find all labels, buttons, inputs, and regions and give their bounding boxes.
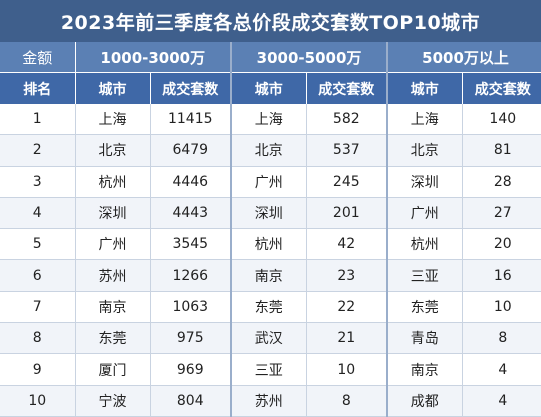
count-cell: 4 — [462, 385, 541, 417]
table-row: 1 上海 11415 上海 582 上海 140 — [0, 104, 541, 136]
count-cell: 10 — [306, 353, 389, 386]
ranking-table: 金额 1000-3000万 3000-5000万 5000万以上 排名 城市 成… — [0, 42, 541, 417]
band-label: 金额 — [0, 42, 76, 73]
count-cell: 28 — [462, 166, 541, 198]
count-cell: 4443 — [150, 197, 233, 230]
city-cell: 苏州 — [75, 259, 151, 292]
count-cell: 969 — [150, 353, 233, 386]
table-row: 4 深圳 4443 深圳 201 广州 27 — [0, 197, 541, 230]
rank-cell: 5 — [0, 228, 76, 261]
rank-cell: 6 — [0, 259, 76, 292]
city-cell: 北京 — [75, 134, 151, 167]
band-1000-3000: 1000-3000万 — [75, 42, 233, 73]
count-cell: 27 — [462, 197, 541, 230]
rank-cell: 1 — [0, 104, 76, 136]
column-header-count: 成交套数 — [150, 72, 233, 104]
city-cell: 苏州 — [231, 385, 307, 417]
count-cell: 4446 — [150, 166, 233, 198]
city-cell: 南京 — [75, 291, 151, 324]
rank-cell: 8 — [0, 322, 76, 355]
table-row: 5 广州 3545 杭州 42 杭州 20 — [0, 228, 541, 261]
city-cell: 广州 — [387, 197, 463, 230]
city-cell: 武汉 — [231, 322, 307, 355]
city-cell: 深圳 — [231, 197, 307, 230]
column-header-count: 成交套数 — [306, 72, 389, 104]
count-cell: 4 — [462, 353, 541, 386]
count-cell: 11415 — [150, 104, 233, 136]
count-cell: 16 — [462, 259, 541, 292]
rank-cell: 9 — [0, 353, 76, 386]
count-cell: 1266 — [150, 259, 233, 292]
rank-cell: 10 — [0, 385, 76, 417]
city-cell: 深圳 — [75, 197, 151, 230]
column-header-row: 排名 城市 成交套数 城市 成交套数 城市 成交套数 — [0, 72, 541, 104]
rank-cell: 7 — [0, 291, 76, 324]
table-row: 2 北京 6479 北京 537 北京 81 — [0, 134, 541, 167]
city-cell: 杭州 — [75, 166, 151, 198]
city-cell: 北京 — [387, 134, 463, 167]
city-cell: 杭州 — [231, 228, 307, 261]
count-cell: 975 — [150, 322, 233, 355]
band-5000-plus: 5000万以上 — [387, 42, 541, 73]
city-cell: 宁波 — [75, 385, 151, 417]
count-cell: 20 — [462, 228, 541, 261]
city-cell: 上海 — [387, 104, 463, 136]
city-cell: 东莞 — [387, 291, 463, 324]
city-cell: 杭州 — [387, 228, 463, 261]
count-cell: 42 — [306, 228, 389, 261]
table-row: 6 苏州 1266 南京 23 三亚 16 — [0, 259, 541, 292]
count-cell: 8 — [462, 322, 541, 355]
column-header-rank: 排名 — [0, 72, 76, 104]
band-3000-5000: 3000-5000万 — [231, 42, 389, 73]
rank-cell: 3 — [0, 166, 76, 198]
city-cell: 厦门 — [75, 353, 151, 386]
column-header-city: 城市 — [75, 72, 151, 104]
city-cell: 广州 — [231, 166, 307, 198]
table-row: 10 宁波 804 苏州 8 成都 4 — [0, 385, 541, 417]
city-cell: 东莞 — [231, 291, 307, 324]
rank-cell: 2 — [0, 134, 76, 167]
city-cell: 广州 — [75, 228, 151, 261]
table-row: 9 厦门 969 三亚 10 南京 4 — [0, 353, 541, 386]
table-row: 3 杭州 4446 广州 245 深圳 28 — [0, 166, 541, 198]
count-cell: 10 — [462, 291, 541, 324]
count-cell: 8 — [306, 385, 389, 417]
count-cell: 804 — [150, 385, 233, 417]
column-header-city: 城市 — [387, 72, 463, 104]
table-row: 7 南京 1063 东莞 22 东莞 10 — [0, 291, 541, 324]
city-cell: 南京 — [387, 353, 463, 386]
city-cell: 上海 — [231, 104, 307, 136]
rank-cell: 4 — [0, 197, 76, 230]
count-cell: 81 — [462, 134, 541, 167]
city-cell: 三亚 — [387, 259, 463, 292]
city-cell: 三亚 — [231, 353, 307, 386]
count-cell: 3545 — [150, 228, 233, 261]
column-header-count: 成交套数 — [462, 72, 541, 104]
city-cell: 北京 — [231, 134, 307, 167]
city-cell: 成都 — [387, 385, 463, 417]
count-cell: 201 — [306, 197, 389, 230]
count-cell: 245 — [306, 166, 389, 198]
city-cell: 深圳 — [387, 166, 463, 198]
count-cell: 1063 — [150, 291, 233, 324]
column-header-city: 城市 — [231, 72, 307, 104]
count-cell: 22 — [306, 291, 389, 324]
price-band-row: 金额 1000-3000万 3000-5000万 5000万以上 — [0, 42, 541, 73]
page-title: 2023年前三季度各总价段成交套数TOP10城市 — [0, 0, 541, 42]
city-cell: 青岛 — [387, 322, 463, 355]
count-cell: 140 — [462, 104, 541, 136]
city-cell: 上海 — [75, 104, 151, 136]
count-cell: 21 — [306, 322, 389, 355]
city-cell: 东莞 — [75, 322, 151, 355]
count-cell: 537 — [306, 134, 389, 167]
count-cell: 23 — [306, 259, 389, 292]
city-cell: 南京 — [231, 259, 307, 292]
count-cell: 6479 — [150, 134, 233, 167]
table-row: 8 东莞 975 武汉 21 青岛 8 — [0, 322, 541, 355]
count-cell: 582 — [306, 104, 389, 136]
